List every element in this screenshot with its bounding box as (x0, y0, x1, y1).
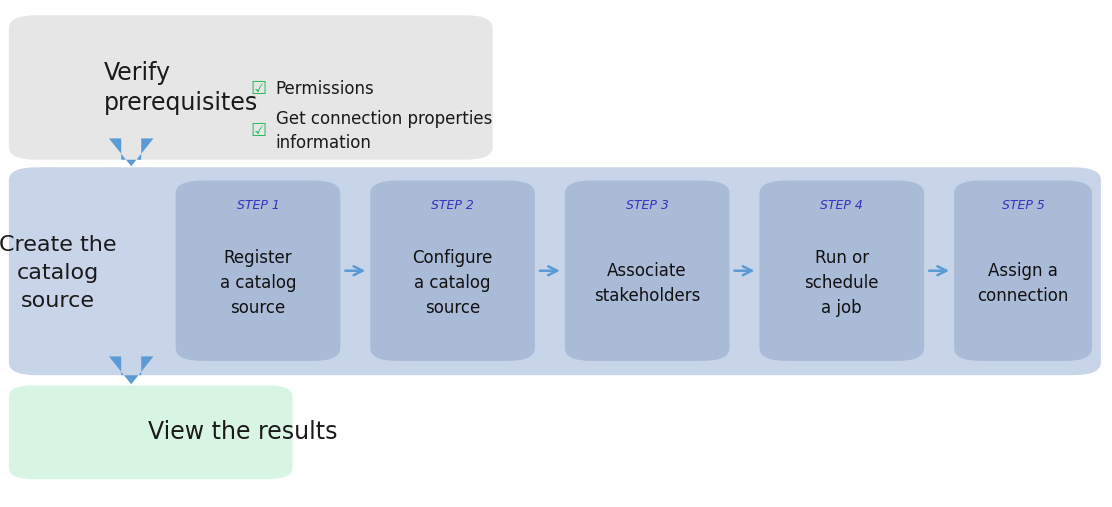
FancyBboxPatch shape (759, 180, 924, 361)
FancyBboxPatch shape (9, 167, 1101, 375)
FancyBboxPatch shape (9, 385, 292, 479)
FancyBboxPatch shape (954, 180, 1092, 361)
Text: Configure
a catalog
source: Configure a catalog source (413, 249, 493, 317)
Text: STEP 4: STEP 4 (821, 199, 863, 212)
Text: Associate
stakeholders: Associate stakeholders (594, 262, 701, 305)
Text: STEP 2: STEP 2 (431, 199, 474, 212)
Text: Assign a
connection: Assign a connection (977, 262, 1069, 305)
FancyBboxPatch shape (565, 180, 729, 361)
FancyBboxPatch shape (370, 180, 535, 361)
Text: Create the
catalog
source: Create the catalog source (0, 235, 117, 311)
FancyBboxPatch shape (9, 15, 493, 160)
Text: Register
a catalog
source: Register a catalog source (220, 249, 296, 317)
Text: Run or
schedule
a job: Run or schedule a job (805, 249, 878, 317)
Text: STEP 5: STEP 5 (1002, 199, 1044, 212)
FancyBboxPatch shape (176, 180, 340, 361)
Text: STEP 1: STEP 1 (237, 199, 279, 212)
Polygon shape (109, 356, 153, 384)
Text: Get connection properties
information: Get connection properties information (276, 110, 493, 152)
Text: ☑: ☑ (250, 122, 267, 140)
Text: Verify
prerequisites: Verify prerequisites (103, 61, 258, 115)
Text: ☑: ☑ (250, 80, 267, 98)
Text: View the results: View the results (148, 420, 337, 444)
Polygon shape (109, 138, 153, 166)
Text: Permissions: Permissions (276, 80, 375, 98)
Text: STEP 3: STEP 3 (626, 199, 668, 212)
